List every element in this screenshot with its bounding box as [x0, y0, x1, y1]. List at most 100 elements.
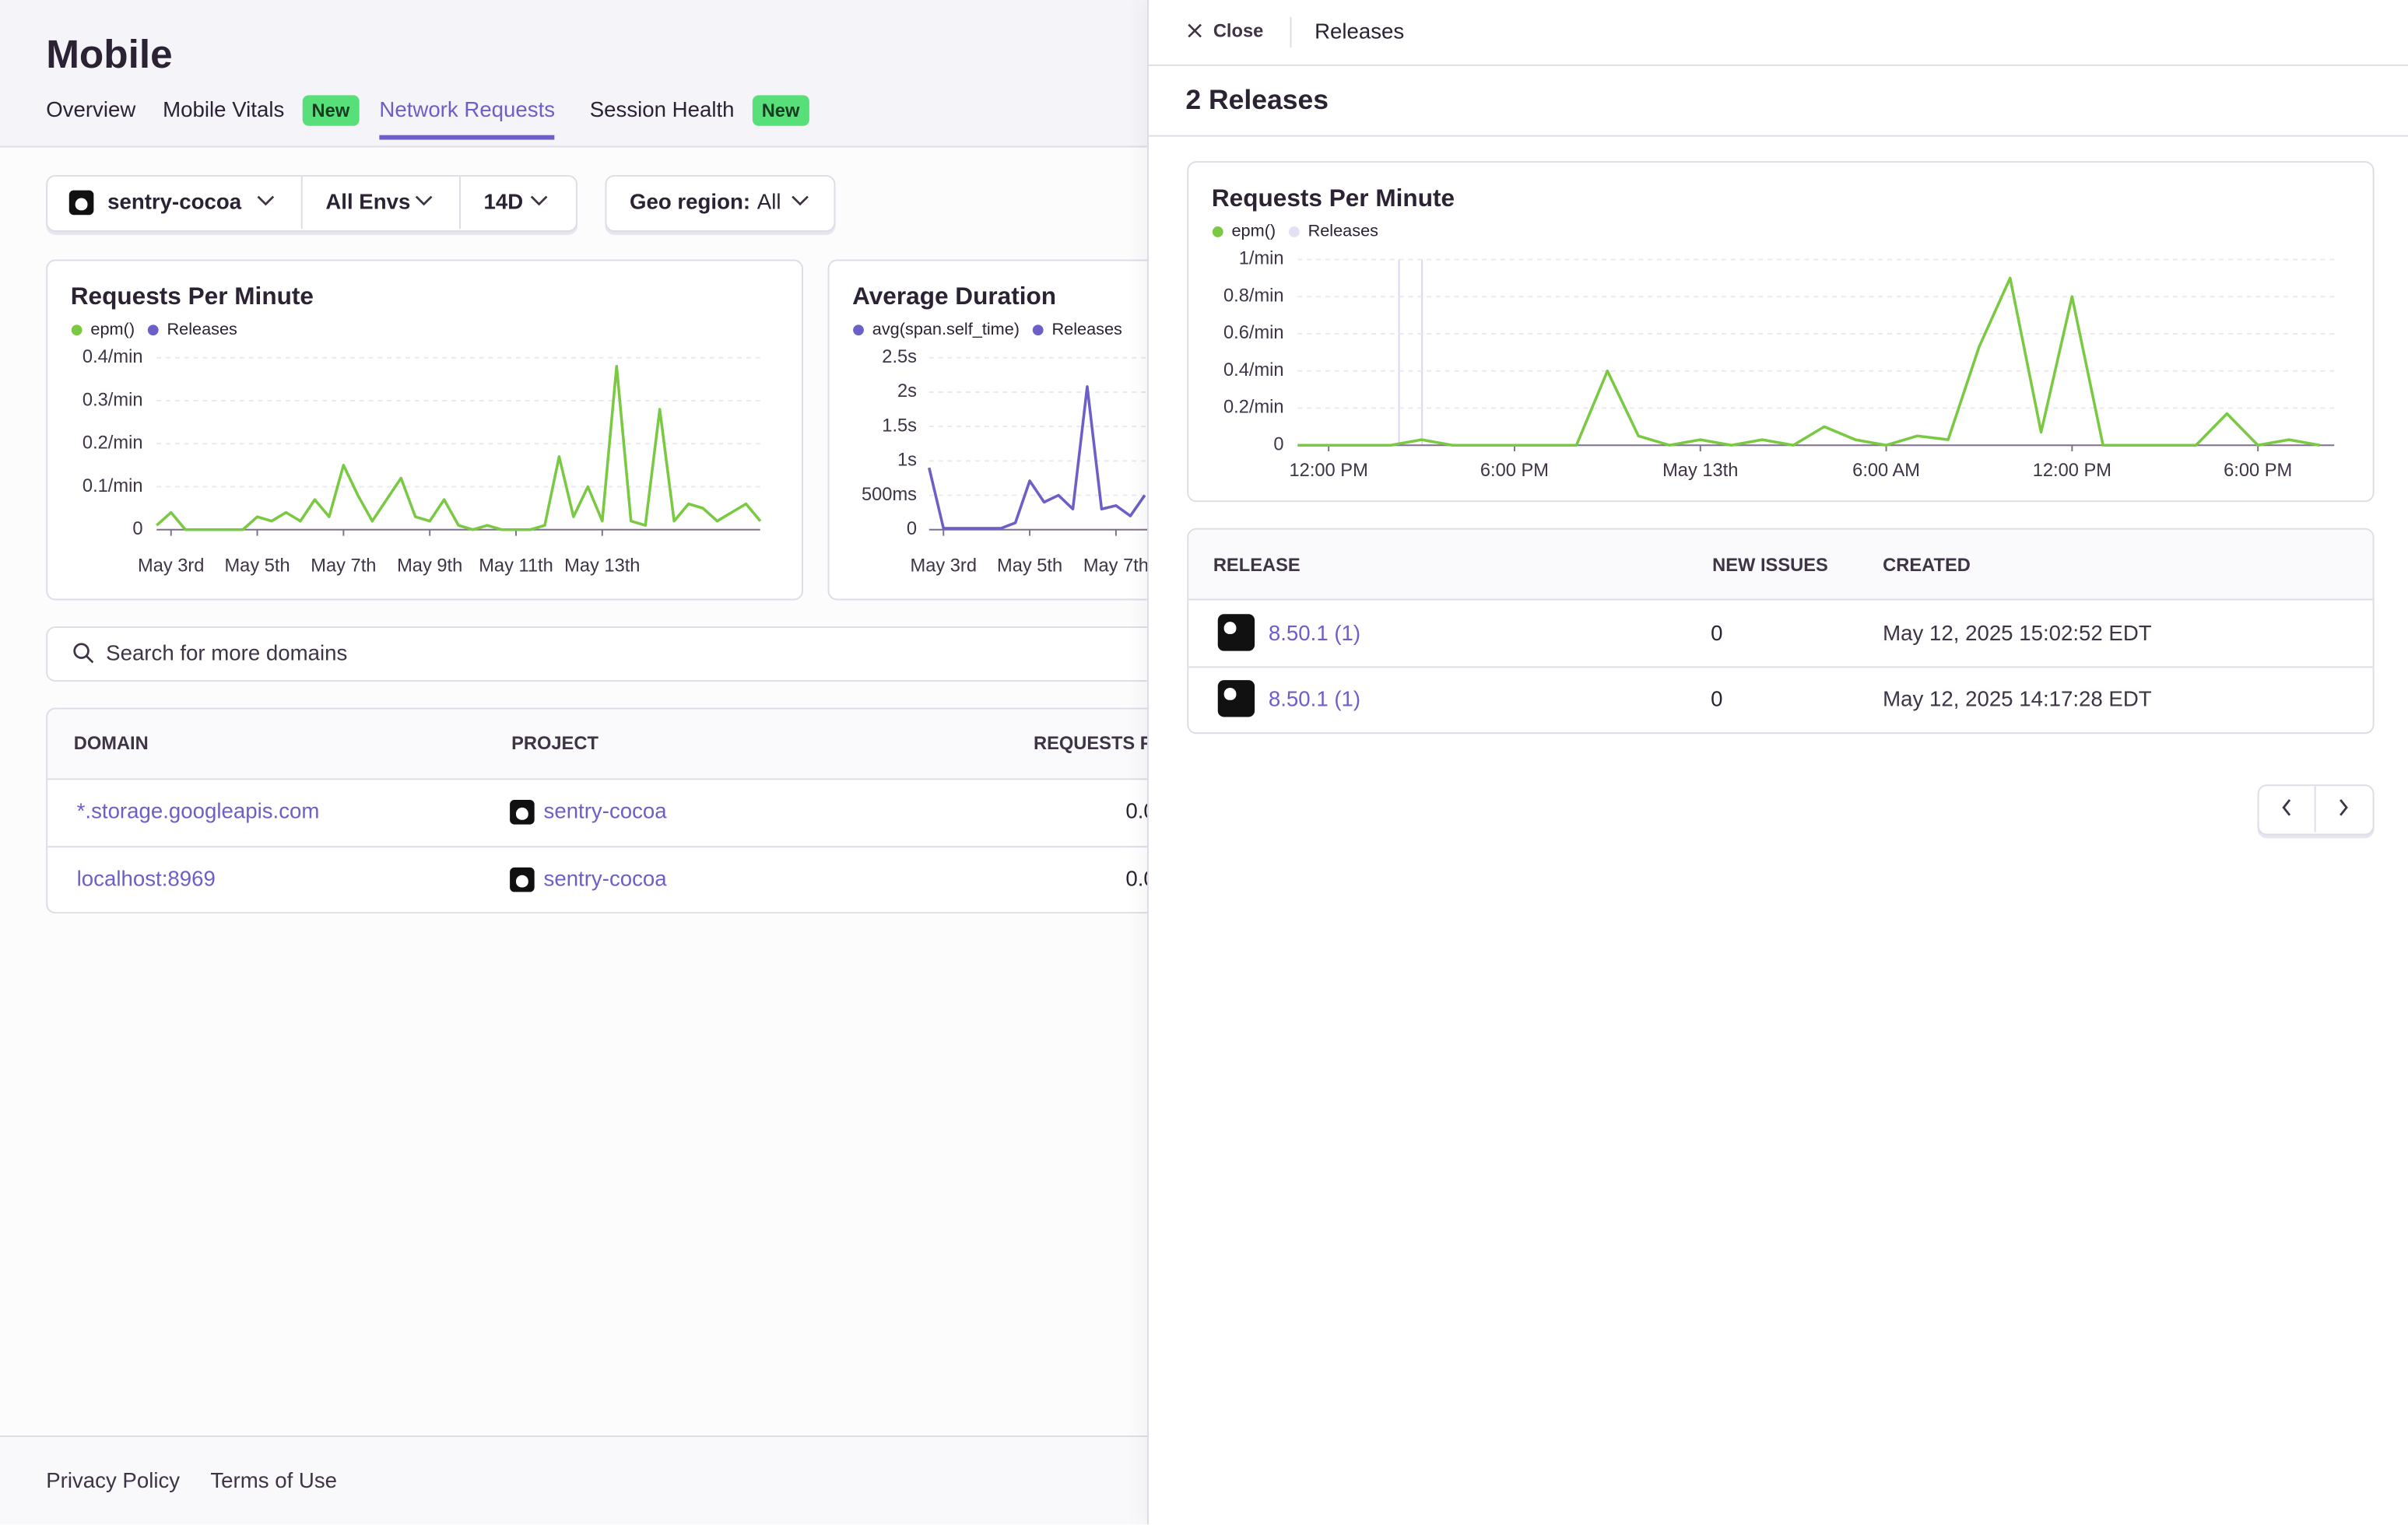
column-header: Domain	[73, 732, 149, 754]
search-placeholder: Search for more domains	[106, 640, 348, 665]
legend-label: avg(span.self_time)	[872, 319, 1020, 338]
tab[interactable]: Overview	[46, 96, 136, 121]
project-link[interactable]: sentry-cocoa	[543, 865, 667, 891]
release-icon	[1217, 614, 1255, 651]
pagination	[2257, 784, 2375, 836]
close-button[interactable]: Close	[1213, 19, 1264, 42]
project-filter[interactable]: sentry-cocoa	[107, 188, 242, 214]
chart-title: Requests Per Minute	[71, 282, 314, 310]
divider	[458, 176, 461, 230]
y-tick-label: 500ms	[862, 485, 917, 505]
cell: 0	[1711, 686, 1723, 711]
badge: New	[302, 95, 360, 126]
badge: New	[752, 95, 809, 126]
x-tick-label: 6:00 PM	[2224, 461, 2292, 481]
x-tick-label: May 13th	[1662, 461, 1738, 481]
legend-dot	[1288, 226, 1300, 237]
release-icon	[1217, 680, 1255, 717]
legend-dot	[147, 324, 159, 336]
x-tick-label: May 5th	[997, 556, 1062, 576]
y-tick-label: 2.5s	[882, 347, 917, 367]
releases-table	[1187, 528, 2375, 734]
x-tick-label: 6:00 PM	[1480, 461, 1549, 481]
geo-value: All	[756, 188, 781, 214]
chart-title: Requests Per Minute	[1212, 184, 1455, 212]
y-tick-label: 1.5s	[882, 415, 917, 436]
y-tick-label: 0	[1273, 434, 1283, 454]
x-tick-label: May 9th	[397, 556, 462, 576]
cell: May 12, 2025 14:17:28 EDT	[1883, 686, 2152, 711]
filter-group	[46, 174, 577, 232]
y-tick-label: 0.4/min	[82, 347, 143, 367]
x-tick-label: 12:00 PM	[2033, 461, 2111, 481]
y-tick-label: 0.2/min	[1223, 398, 1284, 418]
cell: 0	[1711, 620, 1723, 645]
series-line	[1297, 276, 2321, 447]
x-tick-label: 12:00 PM	[1290, 461, 1368, 481]
release-link[interactable]: 8.50.1 (1)	[1268, 686, 1361, 711]
x-tick-label: 6:00 AM	[1852, 461, 1920, 481]
tab[interactable]: Mobile Vitals	[163, 96, 285, 121]
y-tick-label: 0	[907, 519, 917, 539]
tab[interactable]: Session Health	[589, 96, 735, 121]
column-header: Project	[511, 732, 598, 754]
legend-dot	[1032, 324, 1044, 336]
domain-link[interactable]: *.storage.googleapis.com	[76, 798, 320, 823]
project-icon	[68, 190, 94, 216]
chart-title: Average Duration	[852, 282, 1056, 310]
series-line	[928, 385, 1146, 530]
legend-dot	[1212, 226, 1223, 237]
page-title: Mobile	[46, 30, 173, 77]
legend-label: Releases	[1308, 221, 1379, 240]
y-tick-label: 0.6/min	[1223, 323, 1284, 343]
geo-label: Geo region:	[630, 188, 751, 214]
x-tick-label: May 11th	[479, 556, 553, 576]
column-header: Created	[1883, 554, 1971, 576]
divider	[300, 176, 303, 230]
breadcrumb: Releases	[1315, 18, 1405, 44]
y-tick-label: 0.4/min	[1223, 360, 1284, 380]
legend-dot	[853, 324, 864, 336]
x-tick-label: May 5th	[224, 556, 290, 576]
column-header: New Issues	[1712, 554, 1828, 576]
legend-label: Releases	[1051, 319, 1122, 338]
cell: May 12, 2025 15:02:52 EDT	[1883, 620, 2152, 645]
legend-label: epm()	[90, 319, 135, 338]
x-tick-label: May 3rd	[911, 556, 977, 576]
domain-link[interactable]: localhost:8969	[76, 865, 216, 891]
y-tick-label: 0.1/min	[82, 476, 143, 496]
divider	[2314, 786, 2316, 833]
footer-link[interactable]: Terms of Use	[210, 1467, 338, 1492]
project-icon	[510, 867, 535, 892]
project-icon	[510, 800, 535, 825]
column-header: Release	[1213, 554, 1301, 576]
y-tick-label: 0	[132, 519, 142, 539]
y-tick-label: 0.8/min	[1223, 286, 1284, 306]
period-filter[interactable]: 14D	[483, 188, 524, 214]
x-tick-label: May 7th	[311, 556, 376, 576]
drawer-title: 2 Releases	[1185, 84, 1329, 115]
footer-link[interactable]: Privacy Policy	[46, 1467, 181, 1492]
y-tick-label: 1/min	[1239, 249, 1284, 269]
x-tick-label: May 3rd	[138, 556, 204, 576]
tab-active[interactable]: Network Requests	[379, 96, 556, 140]
y-tick-label: 2s	[897, 381, 917, 401]
project-link[interactable]: sentry-cocoa	[543, 798, 667, 823]
x-tick-label: May 13th	[564, 556, 640, 576]
release-link[interactable]: 8.50.1 (1)	[1268, 620, 1361, 645]
env-filter[interactable]: All Envs	[325, 188, 411, 214]
series-line	[156, 365, 762, 531]
y-tick-label: 1s	[897, 450, 917, 471]
y-tick-label: 0.2/min	[82, 433, 143, 454]
x-tick-label: May 7th	[1083, 556, 1149, 576]
chart-card	[46, 259, 803, 601]
legend-dot	[71, 324, 82, 336]
legend-label: epm()	[1232, 221, 1276, 240]
